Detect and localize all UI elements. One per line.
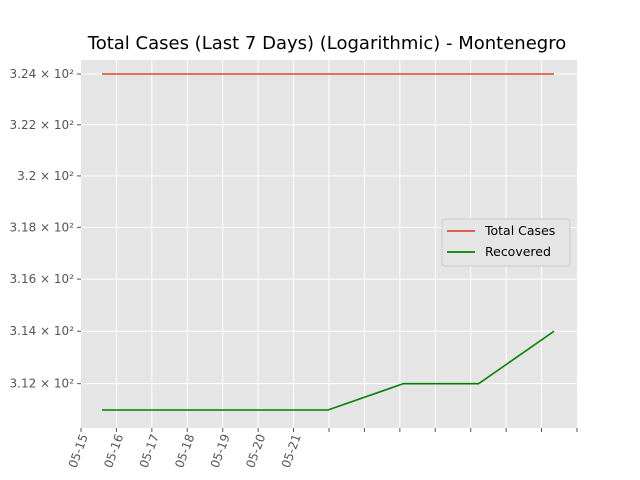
y-tick-label: 3.2 × 10² (17, 169, 74, 183)
x-tick-label: 05-19 (208, 432, 233, 470)
x-tick-label: 05-18 (172, 432, 197, 470)
chart-title: Total Cases (Last 7 Days) (Logarithmic) … (87, 33, 566, 54)
y-tick-label: 3.12 × 10² (10, 377, 75, 391)
legend-label: Total Cases (484, 223, 555, 238)
x-tick-label: 05-21 (279, 432, 304, 470)
legend-label: Recovered (485, 244, 551, 259)
y-tick-label: 3.14 × 10² (10, 324, 75, 338)
series-line-recovered (102, 330, 555, 411)
y-tick-label: 3.24 × 10² (10, 67, 75, 81)
y-tick-label: 3.16 × 10² (10, 272, 75, 286)
x-tick-label: 05-15 (66, 432, 91, 470)
x-tick-label: 05-17 (137, 432, 162, 470)
x-tick-label: 05-20 (243, 432, 268, 470)
y-tick-label: 3.22 × 10² (10, 118, 75, 132)
x-tick-label: 05-16 (101, 432, 126, 470)
y-tick-label: 3.18 × 10² (10, 220, 75, 234)
